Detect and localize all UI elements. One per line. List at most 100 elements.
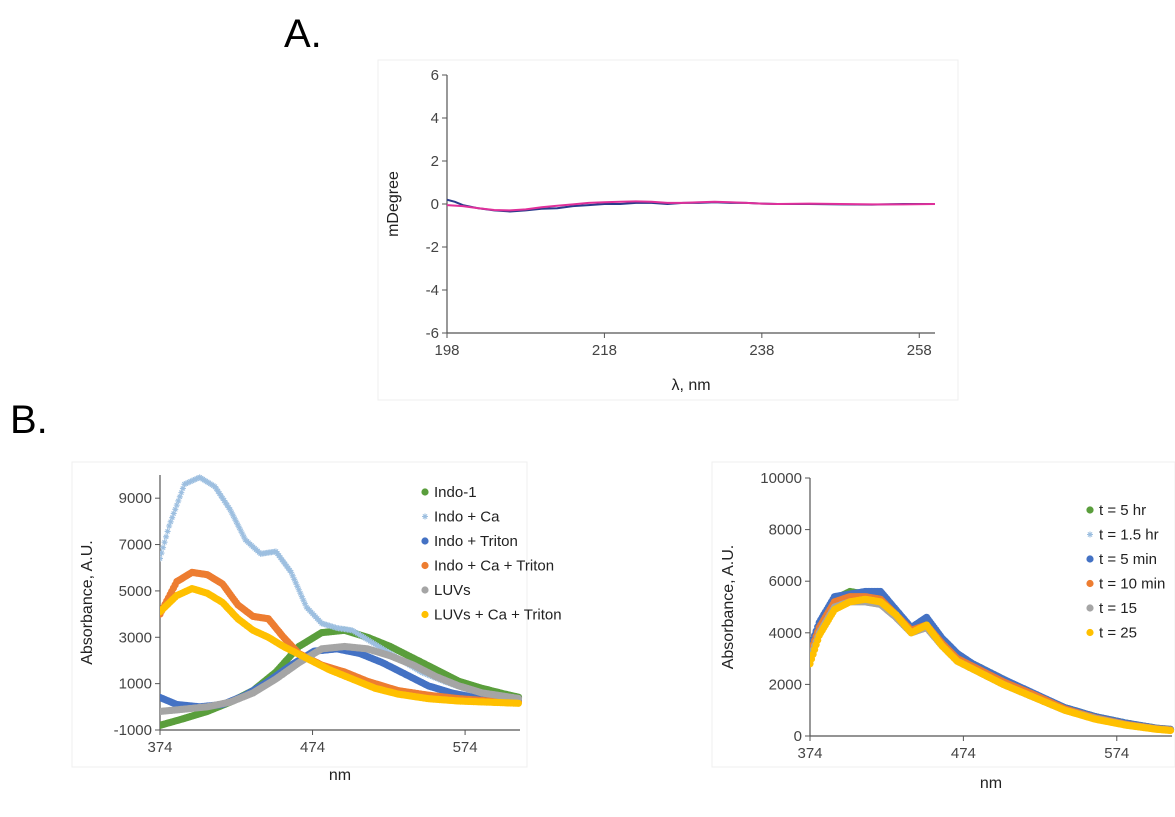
legend-marker: [421, 488, 429, 496]
data-point: [178, 489, 185, 496]
y-tick-label: 0: [431, 196, 439, 213]
legend-label: Indo-1: [434, 484, 477, 501]
y-tick-label: 2: [431, 153, 439, 170]
data-point: [301, 600, 308, 607]
data-point: [193, 475, 200, 482]
y-tick-label: -6: [426, 325, 439, 342]
data-point: [179, 485, 186, 492]
data-point: [167, 518, 174, 525]
data-point: [295, 586, 302, 593]
data-point: [222, 499, 229, 506]
panel-label-a: A.: [284, 12, 322, 56]
plot-area: [160, 474, 523, 729]
legend-label: Indo + Ca: [434, 509, 500, 526]
data-point: [224, 502, 231, 509]
series-5: [810, 595, 1175, 735]
data-point: [237, 527, 244, 534]
y-tick-label: 9000: [119, 490, 152, 507]
y-tick-label: 4: [431, 110, 439, 127]
legend-marker: [1086, 579, 1094, 588]
data-point: [292, 579, 299, 586]
data-point: [300, 597, 307, 604]
x-tick-label: 574: [1104, 745, 1129, 762]
x-tick-label: 238: [749, 342, 774, 359]
legend-label: t = 1.5 hr: [1099, 527, 1159, 544]
chart-area: [71, 461, 528, 768]
data-point: [189, 477, 196, 484]
data-point: [172, 506, 179, 513]
y-tick-label: 7000: [119, 537, 152, 554]
data-point: [173, 502, 180, 509]
series-line: [447, 200, 936, 212]
legend-marker: [421, 586, 429, 594]
y-axis-title: Absorbance, A.U.: [720, 545, 737, 670]
data-point: [185, 479, 192, 486]
data-point: [227, 506, 234, 513]
data-point: [288, 569, 295, 576]
legend: t = 5 hr t = 1.5 hr t = 5 min t = 10 min t =…: [1086, 502, 1165, 642]
y-tick-label: 4000: [769, 625, 802, 642]
y-tick-label: 8000: [769, 522, 802, 539]
x-tick-label: 574: [453, 739, 478, 756]
data-point: [175, 497, 182, 504]
y-tick-label: 0: [794, 728, 802, 745]
data-point: [294, 583, 301, 590]
data-point: [211, 483, 218, 490]
data-point: [192, 476, 199, 483]
data-point: [219, 495, 226, 502]
absorbance-conditions-chart: -1000 1000 3000 5000 7000 9000 374 474 574 nm Abso…: [71, 461, 562, 784]
x-axis-title: nm: [980, 775, 1002, 792]
data-point: [195, 475, 202, 482]
cd-spectrum-chart: -6 -4 -2 0 2 4 6 198 218 238 258 λ, nm mDegree: [377, 59, 959, 401]
data-point: [164, 528, 171, 535]
y-tick-label: 3000: [119, 629, 152, 646]
data-point: [213, 485, 220, 492]
data-point: [514, 699, 523, 707]
y-tick-label: -1000: [114, 722, 152, 739]
x-axis-title: λ, nm: [671, 377, 710, 394]
data-point: [239, 530, 246, 537]
legend-marker: [421, 537, 429, 545]
x-axis-title: nm: [329, 767, 351, 784]
data-point: [236, 524, 243, 531]
x-tick-label: 474: [951, 745, 976, 762]
y-tick-label: -2: [426, 239, 439, 256]
data-point: [298, 593, 305, 600]
chart-area: [377, 59, 959, 401]
legend: Indo-1 Indo + Ca Indo + Triton Indo + Ca + …: [421, 484, 562, 624]
legend-label: Indo + Ca + Triton: [434, 558, 554, 575]
legend-marker: [1086, 604, 1094, 612]
data-point: [240, 533, 247, 540]
legend-marker: [1086, 555, 1094, 563]
y-tick-label: -4: [426, 282, 439, 299]
x-tick-label: 218: [592, 342, 617, 359]
data-point: [1166, 726, 1175, 735]
data-point: [214, 488, 221, 495]
data-point: [218, 492, 225, 499]
legend-label: t = 15: [1099, 600, 1137, 617]
data-point: [291, 576, 298, 583]
legend-marker: [1087, 531, 1093, 538]
panel-label-b: B.: [10, 398, 48, 442]
data-point: [161, 539, 168, 546]
legend-marker: [422, 513, 428, 520]
data-point: [233, 518, 240, 525]
series-5: [160, 585, 523, 707]
y-tick-label: 2000: [769, 676, 802, 693]
data-point: [221, 497, 228, 504]
y-tick-label: 6000: [769, 573, 802, 590]
data-point: [234, 521, 241, 528]
x-tick-label: 374: [147, 739, 172, 756]
data-point: [163, 533, 170, 540]
data-point: [187, 478, 194, 485]
y-tick-label: 6: [431, 67, 439, 84]
data-point: [228, 509, 235, 516]
data-point: [184, 479, 191, 486]
y-tick-label: 5000: [119, 583, 152, 600]
data-point: [231, 515, 238, 522]
data-point: [160, 550, 165, 557]
data-point: [190, 477, 197, 484]
data-point: [216, 490, 223, 497]
legend-label: LUVs: [434, 582, 471, 599]
